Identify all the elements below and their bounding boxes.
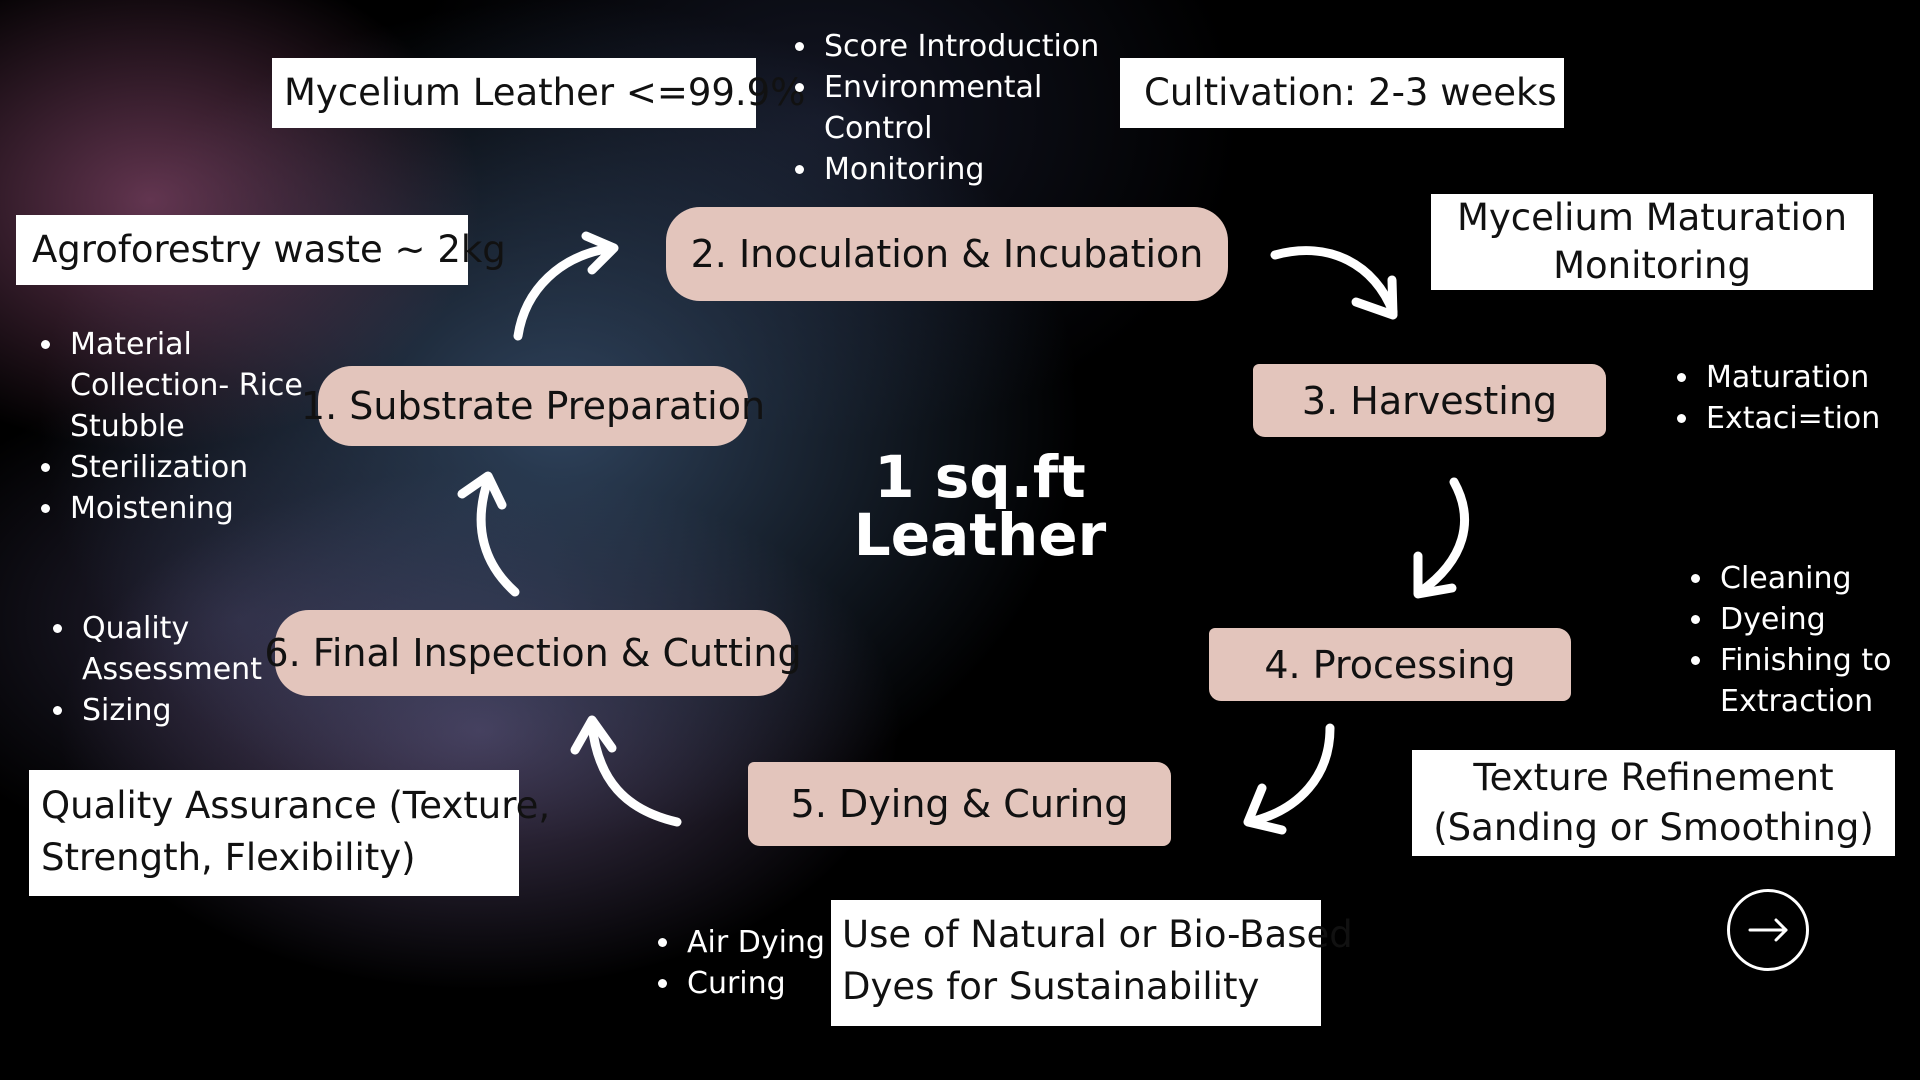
arrow-3-to-4-head-icon <box>1413 551 1457 599</box>
dyes-box-line1: Use of Natural or Bio-Based <box>842 913 1353 956</box>
inoculation-bullets: Score Introduction Environmental Control… <box>790 26 1120 190</box>
substrate-bullets: Material Collection- Rice Stubble Steril… <box>36 324 336 529</box>
list-item: Air Dying <box>683 922 863 963</box>
arrow-6-to-1-icon <box>476 475 520 597</box>
list-item: Curing <box>683 963 863 1004</box>
texture-box: Texture Refinement (Sanding or Smoothing… <box>1412 750 1895 856</box>
texture-box-line1: Texture Refinement <box>1473 756 1834 799</box>
arrow-1-to-2-icon <box>513 243 617 341</box>
arrow-6-to-1-head-icon <box>457 471 507 510</box>
arrow-4-to-5-icon <box>1245 723 1335 827</box>
arrow-5-to-6-icon <box>587 720 682 827</box>
dyes-box-line2: Dyes for Sustainability <box>842 965 1260 1008</box>
natural-dyes-box: Use of Natural or Bio-Based Dyes for Sus… <box>831 900 1353 1026</box>
maturation-box: Mycelium Maturation Monitoring <box>1431 194 1873 290</box>
list-item: Maturation <box>1702 357 1920 398</box>
list-item: Sterilization <box>66 447 336 488</box>
step-3-harvesting: 3. Harvesting <box>1253 364 1606 437</box>
list-item: Moistening <box>66 488 336 529</box>
step-5-dying-curing: 5. Dying & Curing <box>748 762 1171 846</box>
arrow-1-to-2-head-icon <box>581 231 619 275</box>
maturation-box-line1: Mycelium Maturation <box>1456 196 1848 239</box>
list-item: Quality Assessment <box>78 608 298 690</box>
cultivation-box: Cultivation: 2-3 weeks <box>1120 58 1564 128</box>
step-2-inoculation-incubation: 2. Inoculation & Incubation <box>666 207 1228 301</box>
list-item: Sizing <box>78 690 298 731</box>
center-title-line2: Leather <box>853 501 1107 569</box>
quality-box-line2: Strength, Flexibility) <box>41 836 416 879</box>
maturation-box-line2: Monitoring <box>1553 244 1751 287</box>
quality-box-line1: Quality Assurance (Texture, <box>41 784 551 827</box>
mycelium-leather-box: Mycelium Leather <=99.9% <box>272 58 805 128</box>
texture-box-line2: (Sanding or Smoothing) <box>1433 806 1874 849</box>
list-item: Monitoring <box>820 149 1120 190</box>
inspection-bullets: Quality Assessment Sizing <box>48 608 298 731</box>
list-item: Finishing to Extraction <box>1716 640 1920 722</box>
center-title-line1: 1 sq.ft <box>874 443 1086 511</box>
arrow-2-to-3-head-icon <box>1351 275 1398 320</box>
arrow-3-to-4-icon <box>1415 477 1470 597</box>
agroforestry-box: Agroforestry waste ~ 2kg <box>16 215 506 285</box>
center-title: 1 sq.ft Leather <box>800 448 1160 564</box>
next-button[interactable] <box>1727 889 1809 971</box>
harvesting-bullets: Maturation Extaci=tion <box>1672 357 1920 439</box>
list-item: Environmental Control <box>820 67 1120 149</box>
step-1-substrate-preparation: 1. Substrate Preparation <box>301 366 765 446</box>
list-item: Extaci=tion <box>1702 398 1920 439</box>
step-4-processing: 4. Processing <box>1209 628 1571 701</box>
arrow-4-to-5-head-icon <box>1243 783 1287 835</box>
dying-bullets: Air Dying Curing <box>653 922 863 1004</box>
list-item: Dyeing <box>1716 599 1920 640</box>
quality-assurance-box: Quality Assurance (Texture, Strength, Fl… <box>29 770 551 896</box>
arrow-2-to-3-icon <box>1270 246 1398 317</box>
list-item: Score Introduction <box>820 26 1120 67</box>
arrow-5-to-6-head-icon <box>570 715 617 755</box>
arrow-right-circle-icon <box>1748 918 1788 942</box>
processing-bullets: Cleaning Dyeing Finishing to Extraction <box>1686 558 1920 722</box>
step-6-final-inspection-cutting: 6. Final Inspection & Cutting <box>264 610 802 696</box>
list-item: Cleaning <box>1716 558 1920 599</box>
list-item: Material Collection- Rice Stubble <box>66 324 336 447</box>
